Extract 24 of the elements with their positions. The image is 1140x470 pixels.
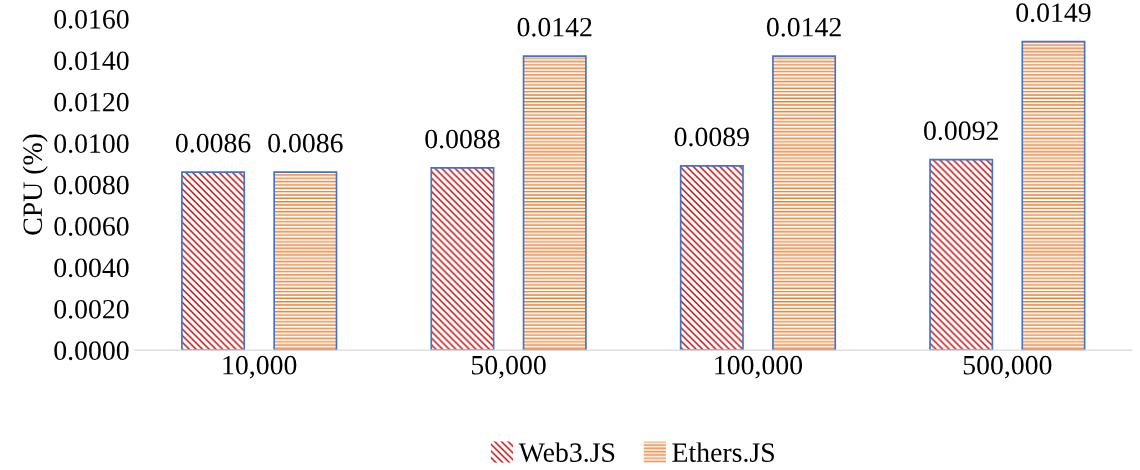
- x-tick-label: 100,000: [715, 355, 803, 379]
- data-label: 0.0086: [268, 133, 343, 153]
- data-label: 0.0089: [674, 127, 749, 147]
- data-label: 0.0142: [517, 17, 592, 37]
- data-label: 0.0149: [1016, 3, 1091, 23]
- data-label: 0.0092: [924, 121, 998, 141]
- y-tick-label: 0.0060: [54, 217, 129, 236]
- y-tick-label: 0.0000: [54, 341, 129, 361]
- y-tick-label: 0.0040: [54, 258, 129, 278]
- y-axis-title: CPU (%): [22, 134, 48, 235]
- legend-label: Web3.JS: [518, 442, 615, 463]
- legend-label: Ethers.JS: [672, 442, 774, 463]
- y-tick-label: 0.0100: [54, 134, 129, 154]
- y-tick-label: 0.0140: [54, 51, 129, 71]
- y-tick-label: 0.0160: [54, 9, 129, 29]
- y-tick-label: 0.0020: [54, 299, 129, 319]
- data-label: 0.0088: [425, 129, 500, 149]
- x-tick-label: 50,000: [472, 355, 546, 379]
- y-tick-label: 0.0080: [54, 175, 129, 195]
- data-label: 0.0142: [766, 17, 841, 37]
- data-label: 0.0086: [175, 133, 251, 153]
- y-tick-label: 0.0120: [54, 92, 129, 112]
- x-tick-label: 500,000: [963, 355, 1052, 379]
- x-tick-label: 10,000: [223, 355, 297, 379]
